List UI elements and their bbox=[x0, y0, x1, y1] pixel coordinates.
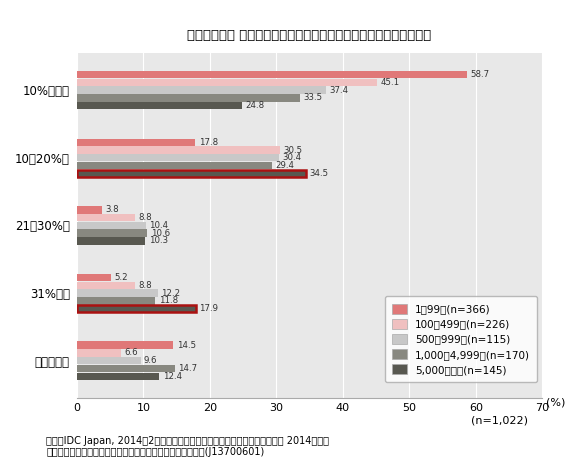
Bar bbox=[77, 139, 195, 146]
Text: 8.8: 8.8 bbox=[139, 281, 153, 290]
Text: 10.3: 10.3 bbox=[148, 236, 168, 245]
Text: 14.5: 14.5 bbox=[176, 341, 195, 350]
Bar bbox=[77, 86, 325, 94]
Text: 8.8: 8.8 bbox=[139, 213, 153, 222]
Text: 12.4: 12.4 bbox=[162, 372, 182, 381]
Bar bbox=[77, 373, 160, 380]
Bar bbox=[77, 214, 135, 221]
Text: 5.2: 5.2 bbox=[115, 273, 128, 282]
Text: 29.4: 29.4 bbox=[276, 161, 295, 170]
Text: 17.8: 17.8 bbox=[198, 138, 218, 147]
Bar bbox=[77, 154, 279, 162]
Text: (%): (%) bbox=[546, 398, 565, 407]
Text: 12.2: 12.2 bbox=[161, 289, 180, 298]
Bar bbox=[77, 229, 147, 237]
Text: 30.4: 30.4 bbox=[282, 153, 302, 162]
Text: 45.1: 45.1 bbox=[380, 78, 399, 87]
Bar bbox=[77, 94, 300, 102]
Bar bbox=[77, 365, 175, 372]
Bar bbox=[77, 282, 135, 289]
Text: (n=1,022): (n=1,022) bbox=[471, 416, 528, 426]
Text: ストレージ投資のトランスフォーメーションの影響を探る」(J13700601): ストレージ投資のトランスフォーメーションの影響を探る」(J13700601) bbox=[46, 447, 264, 457]
Text: 3.8: 3.8 bbox=[106, 205, 119, 214]
Text: 58.7: 58.7 bbox=[470, 70, 490, 79]
Bar bbox=[77, 274, 111, 281]
Bar bbox=[77, 297, 155, 305]
Bar bbox=[77, 170, 306, 177]
Bar bbox=[77, 78, 377, 86]
Title: 従業員規模別 保有ディスク容量（外付型＋内蔵型）の前年比伸び率: 従業員規模別 保有ディスク容量（外付型＋内蔵型）の前年比伸び率 bbox=[187, 29, 432, 42]
Bar bbox=[77, 305, 196, 312]
Text: 34.5: 34.5 bbox=[310, 169, 329, 178]
Text: 33.5: 33.5 bbox=[303, 94, 322, 102]
Bar bbox=[77, 206, 102, 213]
Text: 24.8: 24.8 bbox=[245, 101, 264, 110]
Bar bbox=[77, 102, 242, 110]
Bar bbox=[77, 222, 146, 229]
Bar bbox=[77, 305, 196, 312]
Bar bbox=[77, 357, 141, 364]
Text: 10.4: 10.4 bbox=[149, 221, 168, 230]
Text: 17.9: 17.9 bbox=[199, 304, 218, 313]
Text: 37.4: 37.4 bbox=[329, 86, 348, 94]
Text: 10.6: 10.6 bbox=[151, 229, 170, 238]
Bar bbox=[77, 162, 273, 169]
Text: 30.5: 30.5 bbox=[283, 146, 302, 155]
Bar bbox=[77, 71, 467, 78]
Bar bbox=[77, 349, 121, 357]
Bar bbox=[77, 170, 306, 177]
Text: 出典：IDC Japan, 2014年2月「国内企業のストレージ利用実態に関する調査 2014年版：: 出典：IDC Japan, 2014年2月「国内企業のストレージ利用実態に関する… bbox=[46, 436, 329, 446]
Text: 6.6: 6.6 bbox=[124, 348, 137, 357]
Bar bbox=[77, 237, 146, 245]
Text: 11.8: 11.8 bbox=[159, 296, 177, 306]
Text: 9.6: 9.6 bbox=[144, 356, 158, 365]
Legend: 1～99人(n=366), 100～499人(n=226), 500～999人(n=115), 1,000～4,999人(n=170), 5,000人以上(n=: 1～99人(n=366), 100～499人(n=226), 500～999人(… bbox=[385, 296, 537, 382]
Bar bbox=[77, 290, 158, 297]
Text: 14.7: 14.7 bbox=[178, 364, 197, 373]
Bar bbox=[77, 341, 173, 349]
Bar bbox=[77, 146, 280, 154]
